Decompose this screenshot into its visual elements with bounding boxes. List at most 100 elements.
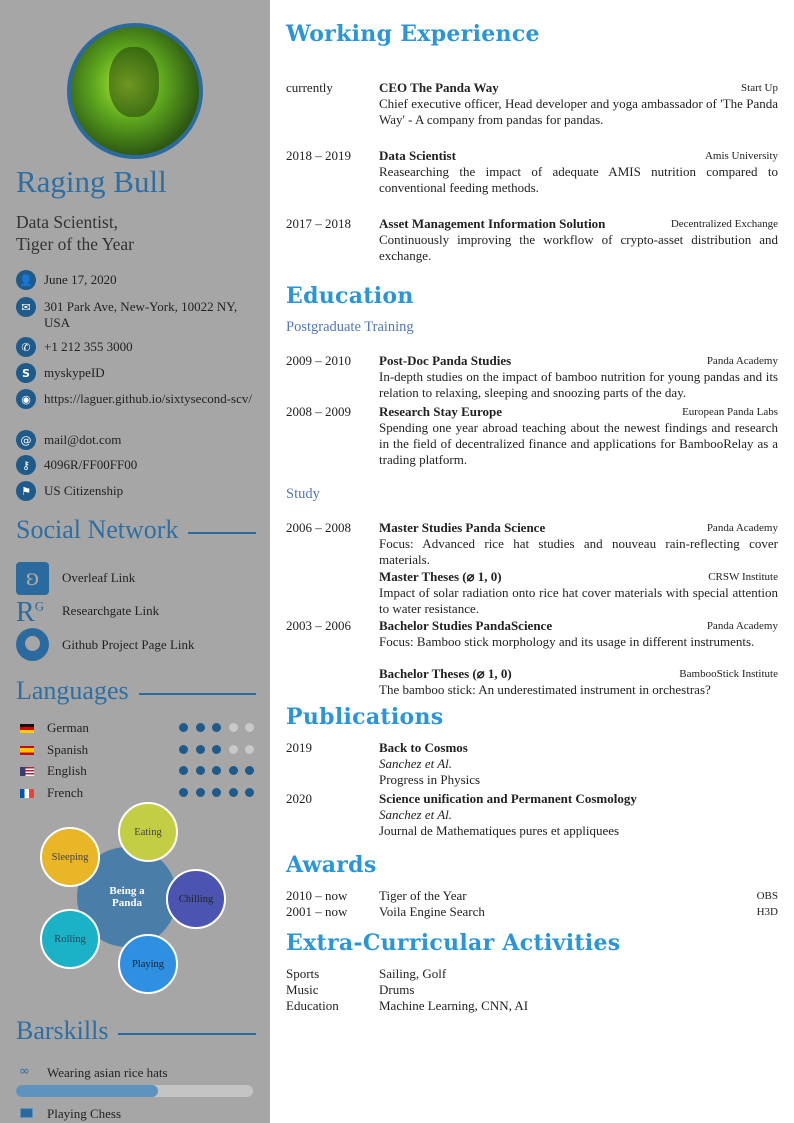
entry-org: Start Up [741, 82, 778, 94]
entry-title: Voila Engine Search [379, 904, 485, 919]
extra-entry: Education Machine Learning, CNN, AI [286, 998, 778, 1014]
overleaf-icon: ʚ [16, 562, 49, 595]
language-level-dot [245, 723, 254, 732]
language-level-dot [245, 745, 254, 754]
language-name: French [47, 785, 84, 800]
skill-bar [16, 1085, 253, 1097]
language-level-dot [179, 788, 188, 797]
entry-title: Data Scientist [379, 148, 456, 163]
language-level-dot [195, 745, 205, 754]
spanish-flag-icon [20, 746, 34, 755]
award-entry: 2010 – now Tiger of the Year OBS [286, 888, 778, 904]
award-entry: 2001 – now Voila Engine Search H3D [286, 904, 778, 920]
publication-entry: 2020 Science unification and Permanent Co… [286, 791, 778, 839]
contact-key: 4096R/FF00FF00 [44, 457, 138, 472]
entry-title: Asset Management Information Solution [379, 216, 606, 231]
entry-org: European Panda Labs [682, 406, 778, 418]
social-title: Social Network [16, 515, 179, 544]
language-level-dot [195, 766, 205, 775]
entry-value: Sailing, Golf [379, 966, 447, 981]
section-title-barskills: Barskills [16, 1016, 256, 1046]
entry-description: Impact of solar radiation onto rice hat … [379, 585, 778, 616]
language-level-dot [179, 723, 188, 732]
publication-entry: 2019 Back to Cosmos Sanchez et Al. Progress… [286, 740, 778, 788]
entry-title: Tiger of the Year [379, 888, 467, 903]
language-level-dot [228, 745, 238, 754]
language-level-dot [228, 788, 238, 797]
language-level-dot [228, 723, 238, 732]
languages-title: Languages [16, 676, 129, 705]
language-level-dot [212, 723, 221, 732]
sidebar: Raging Bull Data Scientist, Tiger of the… [0, 0, 270, 1123]
entry-org: Panda Academy [706, 355, 778, 367]
entry-label: Music [286, 982, 319, 997]
entry-value: Machine Learning, CNN, AI [379, 998, 529, 1013]
entry-description: Continuously improving the workflow of c… [379, 232, 778, 263]
language-level-dot [212, 766, 221, 775]
entry-label: Education [286, 998, 339, 1013]
bubble-chilling: Chilling [166, 869, 226, 929]
entry-date: 2006 – 2008 [286, 520, 351, 535]
education-entry: Master Theses (⌀ 1, 0) CRSW Institute Impa… [286, 569, 778, 617]
entry-description: Spending one year abroad teaching about … [379, 420, 778, 467]
us-flag-icon [20, 767, 34, 776]
github-icon [16, 628, 49, 661]
envelope-icon: ✉ [16, 297, 36, 317]
social-link-researchgate[interactable]: Researchgate Link [62, 603, 160, 618]
subtitle-line: Data Scientist, [16, 212, 119, 232]
key-icon: ⚷ [16, 455, 36, 475]
contact-website[interactable]: https://laguer.github.io/sixtysecond-scv… [44, 391, 252, 406]
entry-org: H3D [756, 906, 778, 918]
language-name: English [47, 763, 87, 778]
language-level-dot [212, 788, 221, 797]
entry-description: The bamboo stick: An underestimated inst… [379, 682, 711, 697]
globe-icon: ◉ [16, 389, 36, 409]
bubble-sleeping: Sleeping [40, 827, 100, 887]
entry-org: Decentralized Exchange [670, 218, 778, 230]
bubble-eating: Eating [118, 802, 178, 862]
person-subtitle: Data Scientist, Tiger of the Year [16, 211, 134, 255]
researchgate-icon: RG [16, 597, 45, 628]
entry-date: 2003 – 2006 [286, 618, 351, 633]
social-link-github[interactable]: Github Project Page Link [62, 637, 195, 652]
entry-org: OBS [756, 890, 778, 902]
entry-title: Research Stay Europe [379, 404, 503, 419]
skill-bar-fill [16, 1085, 159, 1097]
image-icon [20, 1108, 33, 1118]
entry-title: Science unification and Permanent Cosmol… [379, 791, 637, 806]
language-level-dot [245, 788, 254, 797]
language-level-dot [245, 766, 254, 775]
contact-skype: myskypeID [44, 365, 105, 380]
social-link-overleaf[interactable]: Overleaf Link [62, 570, 136, 585]
contact-email[interactable]: mail@dot.com [44, 432, 122, 447]
education-entry: 2008 – 2009 Research Stay Europe European … [286, 404, 778, 468]
entry-title: Bachelor Theses (⌀ 1, 0) [379, 666, 512, 681]
bubble-rolling: Rolling [40, 909, 100, 969]
language-level-dot [228, 766, 238, 775]
infinity-icon: ∞ [19, 1064, 30, 1079]
bubble-playing: Playing [118, 934, 178, 994]
language-level-dot [195, 788, 205, 797]
entry-date: 2019 [286, 740, 312, 755]
entry-title: Post-Doc Panda Studies [379, 353, 512, 368]
barskills-title: Barskills [16, 1016, 109, 1045]
contact-date: June 17, 2020 [44, 272, 117, 287]
barskill-label: Wearing asian rice hats [47, 1065, 168, 1080]
entry-authors: Sanchez et Al. [379, 807, 453, 822]
entry-value: Drums [379, 982, 415, 997]
entry-title: Bachelor Studies PandaScience [379, 618, 553, 633]
divider [138, 693, 256, 695]
section-title-awards: Awards [286, 852, 377, 878]
user-icon: 👤 [16, 270, 36, 290]
language-level-dot [179, 766, 188, 775]
entry-journal: Journal de Mathematiques pures et appliq… [379, 823, 620, 838]
entry-date: 2008 – 2009 [286, 404, 351, 419]
entry-label: Sports [286, 966, 320, 981]
subsection-study: Study [286, 486, 320, 502]
entry-org: Panda Academy [706, 522, 778, 534]
language-level-dot [195, 723, 205, 732]
contact-citizenship: US Citizenship [44, 483, 124, 498]
contact-phone: +1 212 355 3000 [44, 339, 133, 354]
education-entry: 2009 – 2010 Post-Doc Panda Studies Panda A… [286, 353, 778, 401]
education-entry: Bachelor Theses (⌀ 1, 0) BambooStick Inst… [286, 666, 778, 698]
